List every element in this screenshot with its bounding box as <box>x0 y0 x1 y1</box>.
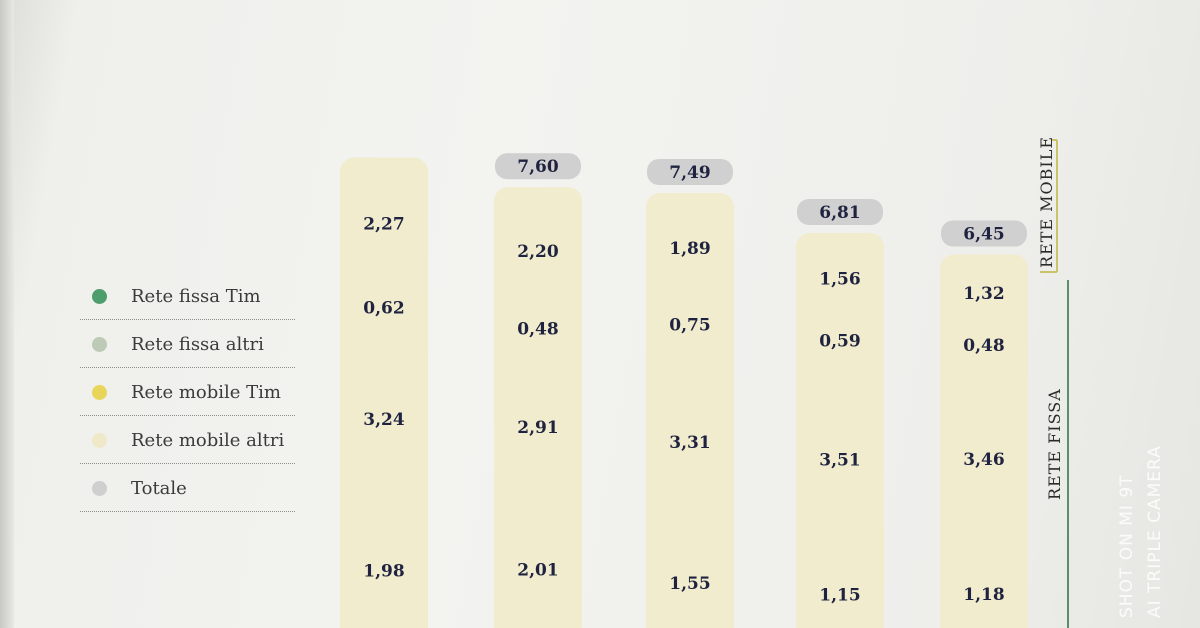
value-label-rete-mobile-altri-4: 1,56 <box>819 269 860 289</box>
legend-item-rete-fissa-altri: Rete fissa altri <box>80 320 295 368</box>
legend-item-totale: Totale <box>80 464 295 512</box>
legend-label-rete-mobile-altri: Rete mobile altri <box>131 430 285 451</box>
legend-label-rete-mobile-tim: Rete mobile Tim <box>131 382 281 403</box>
total-label-2: 7,60 <box>517 157 559 177</box>
value-label-rete-fissa-altri-3: 3,31 <box>669 433 710 453</box>
total-pill-4 <box>797 199 883 226</box>
value-label-rete-mobile-tim-5: 0,48 <box>963 336 1004 356</box>
watermark-line-2: AI TRIPLE CAMERA <box>1145 445 1165 618</box>
legend-swatch-rete-fissa-tim <box>92 289 107 304</box>
bar-rete-mobile-altri-3 <box>646 193 734 628</box>
value-label-rete-fissa-tim-4: 1,15 <box>819 586 860 606</box>
bar-rete-mobile-altri-5 <box>940 254 1028 628</box>
value-label-rete-mobile-tim-4: 0,59 <box>819 332 860 352</box>
total-pill-2 <box>495 153 581 180</box>
value-label-rete-fissa-altri-2: 2,91 <box>517 418 558 438</box>
value-label-rete-mobile-altri-2: 2,20 <box>517 242 559 262</box>
total-label-4: 6,81 <box>819 203 860 223</box>
value-label-rete-mobile-tim-1: 0,62 <box>363 298 404 318</box>
value-label-rete-mobile-tim-3: 0,75 <box>669 315 710 335</box>
legend-swatch-rete-mobile-tim <box>92 385 107 400</box>
value-label-rete-fissa-tim-3: 1,55 <box>669 574 710 594</box>
legend-label-totale: Totale <box>131 478 187 499</box>
value-label-rete-fissa-altri-1: 3,24 <box>363 410 405 430</box>
bar-rete-mobile-altri-1 <box>340 157 428 628</box>
value-label-rete-fissa-altri-5: 3,46 <box>963 450 1004 470</box>
value-label-rete-fissa-tim-1: 1,98 <box>363 562 404 582</box>
value-label-rete-mobile-tim-2: 0,48 <box>517 320 558 340</box>
bar-rete-mobile-altri-2 <box>494 187 582 628</box>
group-label-rete-fissa: RETE FISSA <box>1045 388 1064 500</box>
value-label-rete-fissa-tim-2: 2,01 <box>517 561 558 581</box>
watermark-line-1: SHOT ON MI 9T <box>1117 474 1137 618</box>
value-label-rete-mobile-altri-3: 1,89 <box>669 239 710 259</box>
total-pill-5 <box>941 220 1027 247</box>
page-edge <box>0 0 14 628</box>
value-label-rete-mobile-altri-1: 2,27 <box>363 214 404 234</box>
value-label-rete-fissa-altri-4: 3,51 <box>819 451 860 471</box>
legend-label-rete-fissa-altri: Rete fissa altri <box>131 334 264 355</box>
legend: Rete fissa Tim Rete fissa altri Rete mob… <box>80 272 295 512</box>
bar-rete-mobile-altri-4 <box>796 233 884 628</box>
legend-swatch-totale <box>92 481 107 496</box>
total-label-5: 6,45 <box>963 224 1004 244</box>
value-label-rete-mobile-altri-5: 1,32 <box>963 284 1004 304</box>
total-label-3: 7,49 <box>669 163 710 183</box>
legend-item-rete-fissa-tim: Rete fissa Tim <box>80 272 295 320</box>
value-label-rete-fissa-tim-5: 1,18 <box>963 585 1004 605</box>
legend-label-rete-fissa-tim: Rete fissa Tim <box>131 286 261 307</box>
legend-item-rete-mobile-tim: Rete mobile Tim <box>80 368 295 416</box>
total-pill-3 <box>647 159 733 185</box>
legend-swatch-rete-fissa-altri <box>92 337 107 352</box>
group-label-rete-mobile: RETE MOBILE <box>1037 136 1056 268</box>
legend-swatch-rete-mobile-altri <box>92 433 107 448</box>
legend-item-rete-mobile-altri: Rete mobile altri <box>80 416 295 464</box>
